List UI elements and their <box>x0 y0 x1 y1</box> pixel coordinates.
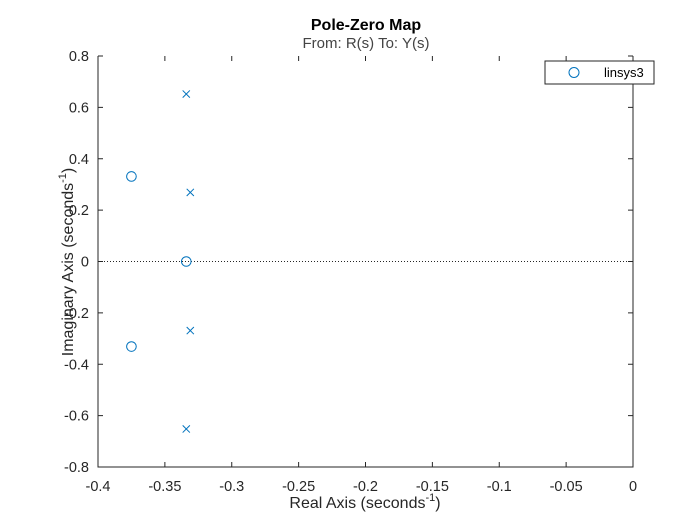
y-tick-label: 0 <box>81 255 89 271</box>
y-tick-label: -0.4 <box>64 357 89 373</box>
y-tick-label: -0.6 <box>64 409 89 425</box>
x-tick-label: -0.3 <box>219 479 244 495</box>
legend-label: linsys3 <box>604 65 644 80</box>
y-axis-label: Imaginary Axis (seconds-1) <box>57 168 77 357</box>
axes-frame <box>97 56 634 468</box>
chart-subtitle: From: R(s) To: Y(s) <box>303 35 430 52</box>
pole-marker <box>186 188 195 197</box>
zero-marker <box>126 341 137 352</box>
legend-box <box>544 60 655 85</box>
pole-marker <box>182 425 191 433</box>
y-tick-label: 0.6 <box>69 100 89 116</box>
x-axis-label: Real Axis (seconds-1) <box>289 492 440 512</box>
y-tick-label: 0.2 <box>69 203 89 219</box>
plot-area: -0.4 -0.35 -0.3 -0.25 -0.2 -0.15 -0.1 -0.05 0 -0… <box>64 49 637 495</box>
x-ticks: -0.4 -0.35 -0.3 -0.25 -0.2 -0.15 -0.1 -0.05 0 <box>86 56 637 495</box>
pole-marker <box>182 90 191 98</box>
y-tick-label: -0.8 <box>64 460 89 476</box>
markers <box>126 90 195 433</box>
x-tick-label: -0.15 <box>416 479 449 495</box>
pole-marker <box>186 326 195 335</box>
x-tick-label: 0 <box>629 479 637 495</box>
y-tick-label: 0.8 <box>69 49 89 65</box>
x-tick-label: -0.2 <box>353 479 378 495</box>
legend-marker-zero-icon <box>568 67 580 78</box>
chart-title: Pole-Zero Map <box>311 17 421 34</box>
y-tick-label: -0.2 <box>64 306 89 322</box>
legend[interactable]: linsys3 <box>544 60 655 85</box>
x-tick-label: -0.35 <box>148 479 181 495</box>
zero-marker <box>180 256 192 267</box>
x-tick-label: -0.1 <box>487 479 512 495</box>
y-ticks: -0.8 -0.6 -0.4 -0.2 0 0.2 0.4 0.6 0.8 <box>64 49 633 476</box>
x-tick-label: -0.4 <box>86 479 111 495</box>
x-tick-label: -0.25 <box>282 479 315 495</box>
x-tick-label: -0.05 <box>550 479 583 495</box>
y-tick-label: 0.4 <box>69 152 89 168</box>
zero-marker <box>126 171 137 182</box>
